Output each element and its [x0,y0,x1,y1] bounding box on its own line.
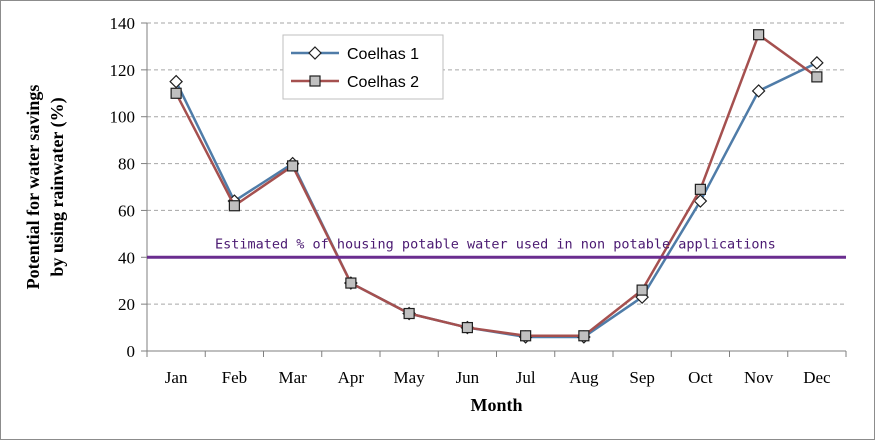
data-point [753,29,765,41]
data-point [636,284,648,296]
legend-label: Coelhas 2 [347,74,419,91]
y-tick-label: 60 [118,201,135,220]
data-point [693,194,708,208]
legend-marker [308,46,322,60]
grid [147,22,846,305]
data-point [345,277,357,289]
axes [141,22,847,357]
x-tick-label: Nov [744,368,774,387]
legend-marker [309,75,321,87]
legend-entry: Coelhas 2 [291,74,419,91]
x-tick-label: Aug [569,368,599,387]
legend: Coelhas 1 Coelhas 2 [282,34,444,100]
y-tick-label: 100 [110,108,136,127]
x-tick-label: Mar [278,368,307,387]
series-line [175,33,818,338]
data-point [228,200,240,212]
x-tick-label: Jun [456,368,480,387]
x-tick-label: May [394,368,426,387]
x-tick-label: Dec [803,368,831,387]
y-axis-title-line-1: Potential for water savings [23,85,43,290]
y-tick-labels: 0 20 40 60 80 100 120 140 [110,14,136,361]
data-point [811,71,823,83]
y-tick-label: 120 [110,61,136,80]
legend-label: Coelhas 1 [347,46,419,63]
y-tick-label: 0 [127,342,136,361]
data-point [403,307,415,320]
legend-entry: Coelhas 1 [291,46,419,63]
y-tick-label: 140 [110,14,136,33]
reference-line-group: Estimated % of housing potable water use… [147,236,846,259]
series-2 [170,29,823,342]
legend-box [282,34,444,100]
data-point [461,321,473,334]
data-point [751,84,766,98]
data-point [810,55,824,70]
data-point [170,87,182,99]
x-tick-label: Oct [688,368,713,387]
x-axis-title: Month [470,395,522,415]
x-tick-label: Jan [165,368,188,387]
data-point [287,160,299,172]
y-tick-label: 40 [118,248,135,267]
series-line [175,61,818,339]
x-tick-label: Jul [516,368,536,387]
y-tick-label: 80 [118,155,135,174]
data-point [694,183,706,195]
series-1 [169,55,824,344]
data-point [169,74,183,89]
y-tick-label: 20 [118,295,135,314]
data-point [578,330,590,342]
data-point [520,330,532,342]
x-tick-labels: Jan Feb Mar Apr May Jun Jul Aug Sep Oct Nov Dec [165,368,831,387]
x-tick-label: Feb [222,368,248,387]
y-axis-title-line-2: by using rainwater (%) [47,97,68,276]
series [169,29,824,344]
reference-line-label: Estimated % of housing potable water use… [215,236,776,252]
x-tick-label: Sep [629,368,655,387]
x-tick-label: Apr [338,368,365,387]
